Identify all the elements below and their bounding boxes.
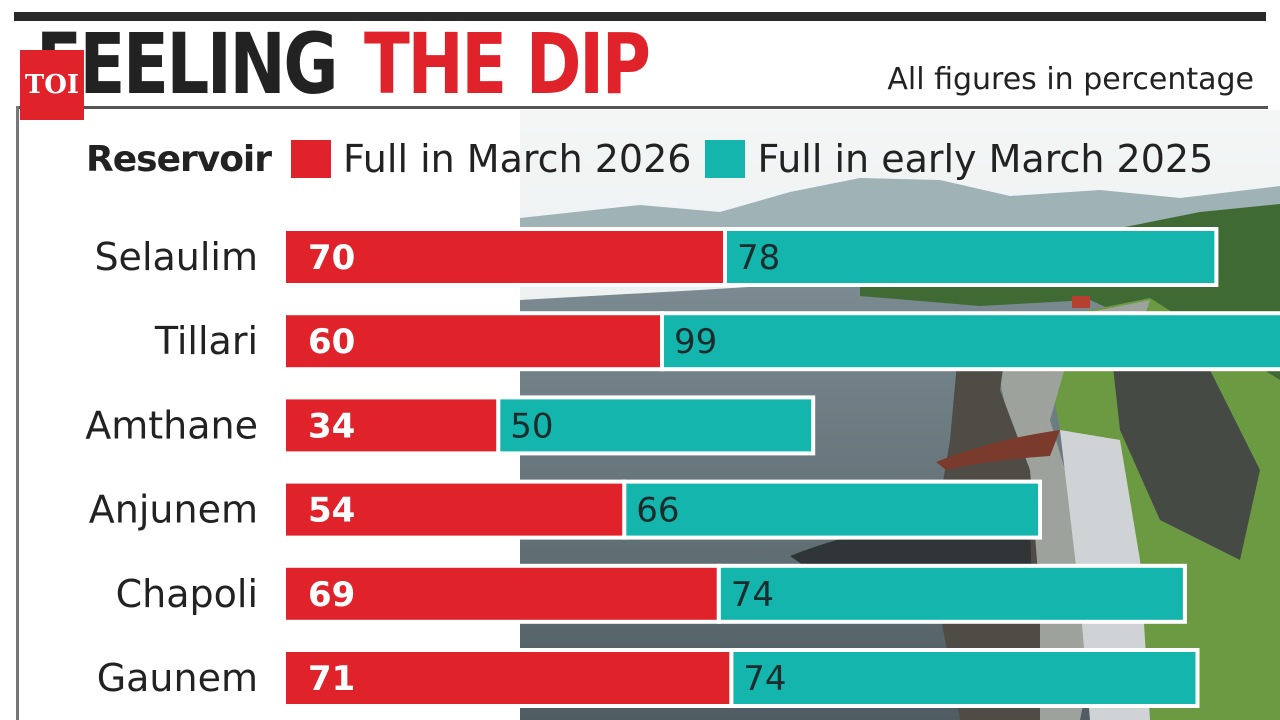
category-label-amthane: Amthane bbox=[85, 403, 258, 447]
value-2025-amthane: 50 bbox=[510, 406, 553, 446]
bar-2025-amthane bbox=[496, 395, 816, 456]
subtitle: All figures in percentage bbox=[887, 62, 1254, 97]
value-2026-anjunem: 54 bbox=[308, 491, 355, 531]
category-label-selaulim: Selaulim bbox=[94, 235, 258, 279]
category-label-anjunem: Anjunem bbox=[89, 488, 258, 532]
bar-2025-anjunem bbox=[622, 479, 1042, 540]
value-2025-tillari: 99 bbox=[674, 322, 717, 362]
value-2025-gaunem: 74 bbox=[743, 659, 786, 699]
bar-2026-selaulim bbox=[282, 227, 727, 287]
value-2026-selaulim: 70 bbox=[308, 238, 355, 278]
left-border bbox=[16, 106, 19, 720]
value-2025-chapoli: 74 bbox=[731, 575, 774, 615]
value-2025-selaulim: 78 bbox=[737, 238, 780, 278]
toi-logo: TOI bbox=[20, 50, 84, 120]
category-label-chapoli: Chapoli bbox=[116, 572, 258, 616]
bar-2026-chapoli bbox=[282, 563, 721, 624]
category-label-gaunem: Gaunem bbox=[97, 656, 258, 700]
value-2026-amthane: 34 bbox=[308, 406, 355, 446]
legend-title: Reservoir bbox=[86, 138, 272, 180]
legend-label-2026: Full in March 2026 bbox=[343, 137, 692, 181]
bar-2025-selaulim bbox=[723, 227, 1219, 287]
title-part-1: FEELING bbox=[36, 15, 339, 113]
value-2026-chapoli: 69 bbox=[308, 575, 355, 615]
category-label-tillari: Tillari bbox=[154, 319, 258, 363]
value-2026-gaunem: 71 bbox=[308, 659, 355, 699]
legend-label-2025: Full in early March 2025 bbox=[757, 137, 1214, 181]
legend-swatch-2026 bbox=[291, 140, 332, 178]
bar-2025-chapoli bbox=[716, 563, 1187, 624]
header-divider bbox=[18, 106, 1268, 109]
bar-2026-tillari bbox=[282, 311, 664, 372]
bar-2026-gaunem bbox=[282, 648, 734, 708]
bar-2026-amthane bbox=[282, 395, 501, 456]
bar-2026-anjunem bbox=[282, 479, 627, 540]
legend: Reservoir Full in March 2026 Full in ear… bbox=[86, 134, 1227, 184]
legend-swatch-2025 bbox=[705, 140, 746, 178]
value-2025-anjunem: 66 bbox=[636, 491, 679, 531]
bar-2025-gaunem bbox=[729, 648, 1200, 708]
bar-2025-tillari bbox=[660, 311, 1280, 372]
title-part-2: THE DIP bbox=[364, 15, 651, 113]
value-2026-tillari: 60 bbox=[308, 322, 355, 362]
top-rule bbox=[14, 12, 1266, 21]
